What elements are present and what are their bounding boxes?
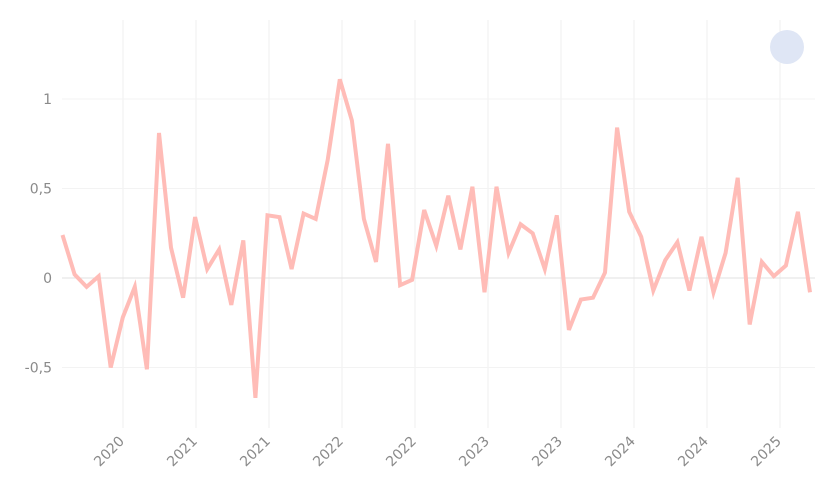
x-tick-label: 2024 <box>602 433 639 470</box>
series-line <box>60 78 812 399</box>
x-tick-label: 2023 <box>529 434 566 471</box>
series-layer <box>60 78 812 399</box>
y-tick-label: -0,5 <box>25 361 52 377</box>
y-tick-label: 0 <box>43 271 52 287</box>
x-tick-label: 2021 <box>164 434 201 471</box>
y-tick-label: 0,5 <box>30 182 52 198</box>
y-axis: 1 0,5 0 -0,5 <box>25 92 52 377</box>
y-tick-label: 1 <box>43 92 52 108</box>
indicator-dot-icon <box>770 30 804 64</box>
x-tick-label: 2022 <box>383 434 420 471</box>
x-tick-label: 2022 <box>310 434 347 471</box>
x-tick-label: 2023 <box>456 434 493 471</box>
x-axis: 2020 2021 2021 2022 2022 2023 2023 2024 2024 2025 <box>91 433 785 470</box>
x-tick-label: 2021 <box>237 434 274 471</box>
x-tick-label: 2020 <box>91 434 128 471</box>
vertical-gridlines <box>122 20 781 428</box>
x-tick-label: 2024 <box>675 433 712 470</box>
x-tick-label: 2025 <box>748 434 785 471</box>
